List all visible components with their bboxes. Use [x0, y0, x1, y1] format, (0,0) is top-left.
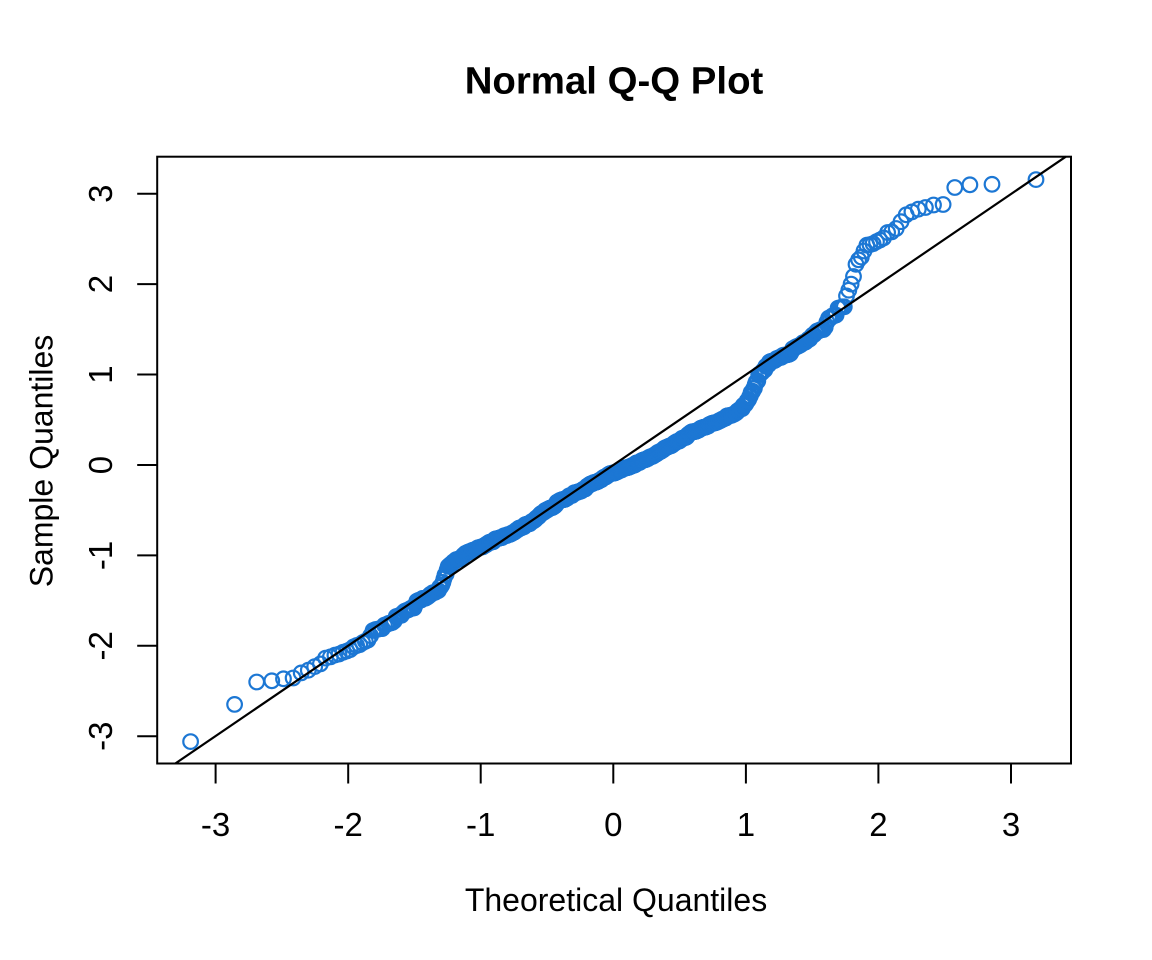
svg-text:0: 0 [82, 456, 119, 474]
svg-text:3: 3 [82, 185, 119, 203]
svg-text:-1: -1 [466, 806, 495, 843]
svg-text:3: 3 [1002, 806, 1020, 843]
svg-text:Theoretical Quantiles: Theoretical Quantiles [465, 882, 767, 918]
svg-text:-2: -2 [82, 631, 119, 660]
svg-text:2: 2 [869, 806, 887, 843]
svg-text:1: 1 [82, 365, 119, 383]
svg-text:-3: -3 [82, 722, 119, 751]
svg-text:2: 2 [82, 275, 119, 293]
svg-text:Sample Quantiles: Sample Quantiles [24, 335, 60, 588]
svg-text:1: 1 [737, 806, 755, 843]
svg-text:-1: -1 [82, 541, 119, 570]
svg-text:0: 0 [604, 806, 622, 843]
svg-text:-2: -2 [334, 806, 363, 843]
svg-text:Normal Q-Q Plot: Normal Q-Q Plot [465, 60, 764, 103]
svg-text:-3: -3 [201, 806, 230, 843]
